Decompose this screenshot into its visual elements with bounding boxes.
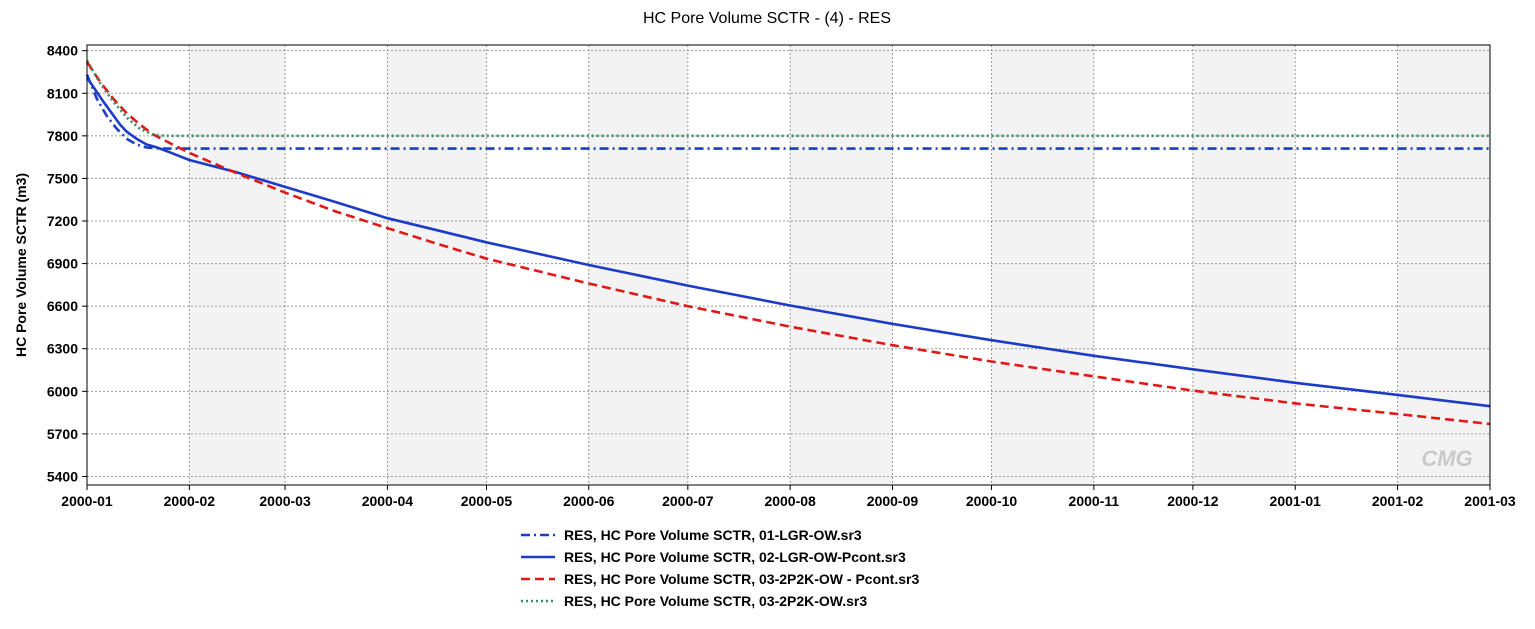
legend-label-4: RES, HC Pore Volume SCTR, 03-2P2K-OW.sr3: [564, 593, 867, 609]
x-tick-label: 2001-01: [1270, 493, 1322, 509]
legend-label-3: RES, HC Pore Volume SCTR, 03-2P2K-OW - P…: [564, 571, 919, 587]
y-tick-label: 6000: [47, 383, 78, 399]
y-tick-label: 8400: [47, 43, 78, 59]
watermark-logo: CMG: [1421, 446, 1472, 471]
x-tick-label: 2000-05: [461, 493, 513, 509]
y-tick-label: 6300: [47, 341, 78, 357]
month-band: [1192, 45, 1296, 485]
y-tick-label: 6600: [47, 298, 78, 314]
x-tick-label: 2000-08: [764, 493, 816, 509]
month-band: [991, 45, 1094, 485]
y-tick-label: 5700: [47, 426, 78, 442]
x-tick-label: 2000-10: [966, 493, 1018, 509]
x-tick-label: 2000-07: [662, 493, 714, 509]
x-tick-label: 2000-12: [1167, 493, 1219, 509]
y-axis-ticks: 5400 5700 6000 6300 6600 6900 7200 7500 7800 8100…: [47, 43, 87, 484]
month-band: [1397, 45, 1490, 485]
x-tick-label: 2000-01: [61, 493, 113, 509]
legend-label-1: RES, HC Pore Volume SCTR, 01-LGR-OW.sr3: [564, 527, 862, 543]
series-lines: [85, 59, 1491, 426]
y-tick-label: 8100: [47, 85, 78, 101]
legend: RES, HC Pore Volume SCTR, 01-LGR-OW.sr3 R…: [521, 527, 919, 609]
x-tick-label: 2001-02: [1372, 493, 1424, 509]
x-tick-label: 2000-02: [164, 493, 216, 509]
x-axis-ticks: 2000-01 2000-02 2000-03 2000-04 2000-05 2000-…: [61, 485, 1516, 509]
y-tick-label: 7200: [47, 213, 78, 229]
y-tick-label: 6900: [47, 256, 78, 272]
plot-frame: [86, 44, 1491, 486]
x-tick-label: 2000-03: [259, 493, 311, 509]
month-band: [790, 45, 893, 485]
x-tick-label: 2000-09: [867, 493, 919, 509]
y-axis-title: HC Pore Volume SCTR (m3): [13, 173, 29, 357]
month-band: [387, 45, 487, 485]
x-tick-label: 2000-04: [362, 493, 414, 509]
x-tick-label: 2000-11: [1069, 493, 1120, 509]
y-tick-label: 7800: [47, 128, 78, 144]
y-tick-label: 5400: [47, 468, 78, 484]
series-line-1: [85, 74, 1490, 150]
series-line-2: [85, 76, 1491, 408]
watermark-text: CMG: [1421, 446, 1472, 471]
y-tick-label: 7500: [47, 170, 78, 186]
chart-title: HC Pore Volume SCTR - (4) - RES: [643, 10, 891, 27]
month-band: [588, 45, 688, 485]
x-tick-label: 2000-06: [563, 493, 615, 509]
alternating-bands: [189, 45, 1490, 485]
month-band: [189, 45, 286, 485]
x-tick-label: 2001-03: [1464, 493, 1516, 509]
legend-label-2: RES, HC Pore Volume SCTR, 02-LGR-OW-Pcon…: [564, 549, 906, 565]
